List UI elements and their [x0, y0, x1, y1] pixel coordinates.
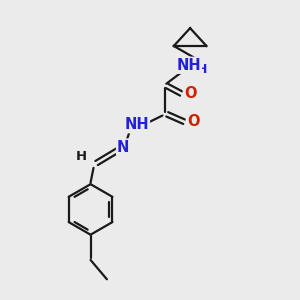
Text: NH: NH — [124, 117, 149, 132]
Text: H: H — [76, 150, 87, 163]
Text: H: H — [197, 63, 207, 76]
Text: O: O — [187, 114, 199, 129]
Text: NH: NH — [176, 58, 201, 73]
Text: O: O — [184, 86, 197, 101]
Text: N: N — [117, 140, 129, 154]
